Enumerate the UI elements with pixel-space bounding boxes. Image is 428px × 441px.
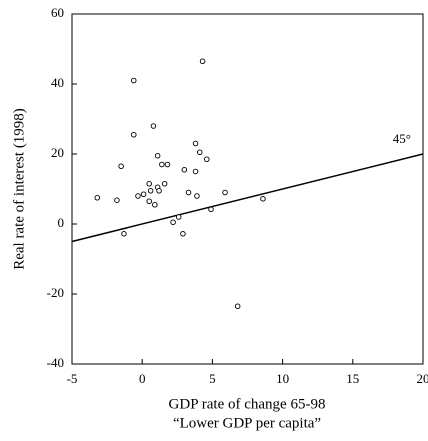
y-tick-label: 40 (51, 75, 64, 90)
data-point (170, 219, 176, 225)
data-point (114, 197, 120, 203)
y-axis-label: Real rate of interest (1998) (11, 108, 27, 270)
data-point (146, 198, 152, 204)
data-point (156, 187, 162, 194)
reference-line (71, 153, 424, 243)
x-tick-label: 0 (139, 371, 146, 386)
data-point (152, 201, 158, 208)
data-point (121, 231, 127, 237)
data-point (181, 166, 188, 173)
reference-line-label: 45° (393, 131, 411, 146)
data-point (164, 161, 171, 168)
y-tick-label: 0 (58, 215, 65, 230)
data-point (161, 180, 168, 187)
data-point (131, 77, 137, 84)
data-point (234, 303, 241, 310)
data-point (150, 123, 157, 129)
data-point (147, 187, 154, 194)
data-point (180, 231, 186, 237)
y-tick-label: 60 (51, 5, 64, 20)
data-point (260, 196, 266, 202)
x-tick-label: 10 (276, 371, 289, 386)
data-point (194, 193, 200, 199)
x-tick-label: -5 (67, 371, 78, 386)
data-point (208, 206, 214, 213)
x-tick-label: 5 (209, 371, 216, 386)
data-point (204, 156, 210, 162)
data-point (94, 194, 101, 201)
plot-frame (71, 13, 424, 365)
data-point (199, 58, 206, 65)
x-axis-label: GDP rate of change 65-98 (169, 396, 326, 412)
y-tick-label: -40 (47, 355, 64, 370)
data-point (197, 149, 203, 155)
data-point (146, 180, 152, 187)
data-point (175, 214, 182, 220)
data-point (135, 193, 141, 199)
data-point (222, 189, 228, 196)
data-point (131, 131, 137, 138)
x-tick-label: 15 (346, 371, 359, 386)
y-tick-label: 20 (51, 145, 64, 160)
data-point (154, 152, 161, 159)
x-tick-label: 20 (417, 371, 428, 386)
data-point (192, 168, 199, 175)
data-point (159, 161, 165, 168)
data-point (118, 163, 124, 169)
data-point (192, 140, 199, 147)
x-axis-label: “Lower GDP per capita” (173, 415, 321, 431)
y-tick-label: -20 (47, 285, 64, 300)
data-point (185, 189, 192, 196)
data-point (140, 191, 147, 197)
